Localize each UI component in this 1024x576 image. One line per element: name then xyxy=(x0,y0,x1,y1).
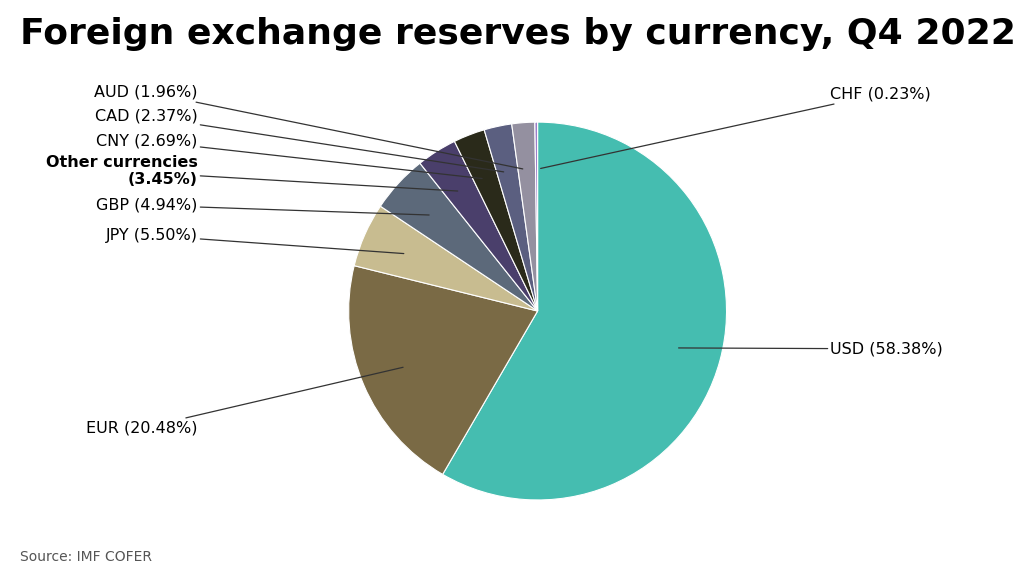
Wedge shape xyxy=(455,130,538,311)
Wedge shape xyxy=(484,124,538,311)
Text: USD (58.38%): USD (58.38%) xyxy=(679,342,943,357)
Text: CNY (2.69%): CNY (2.69%) xyxy=(96,134,482,179)
Wedge shape xyxy=(420,141,538,311)
Wedge shape xyxy=(349,266,538,475)
Text: Foreign exchange reserves by currency, Q4 2022: Foreign exchange reserves by currency, Q… xyxy=(20,17,1017,51)
Wedge shape xyxy=(380,163,538,311)
Text: CHF (0.23%): CHF (0.23%) xyxy=(541,86,931,168)
Text: AUD (1.96%): AUD (1.96%) xyxy=(94,84,523,169)
Wedge shape xyxy=(512,122,538,311)
Text: Source: IMF COFER: Source: IMF COFER xyxy=(20,551,153,564)
Text: EUR (20.48%): EUR (20.48%) xyxy=(86,367,403,435)
Text: Other currencies
(3.45%): Other currencies (3.45%) xyxy=(46,155,458,191)
Wedge shape xyxy=(442,122,726,500)
Text: GBP (4.94%): GBP (4.94%) xyxy=(96,198,429,215)
Wedge shape xyxy=(535,122,538,311)
Text: CAD (2.37%): CAD (2.37%) xyxy=(95,109,504,172)
Text: JPY (5.50%): JPY (5.50%) xyxy=(105,228,403,253)
Wedge shape xyxy=(354,206,538,311)
